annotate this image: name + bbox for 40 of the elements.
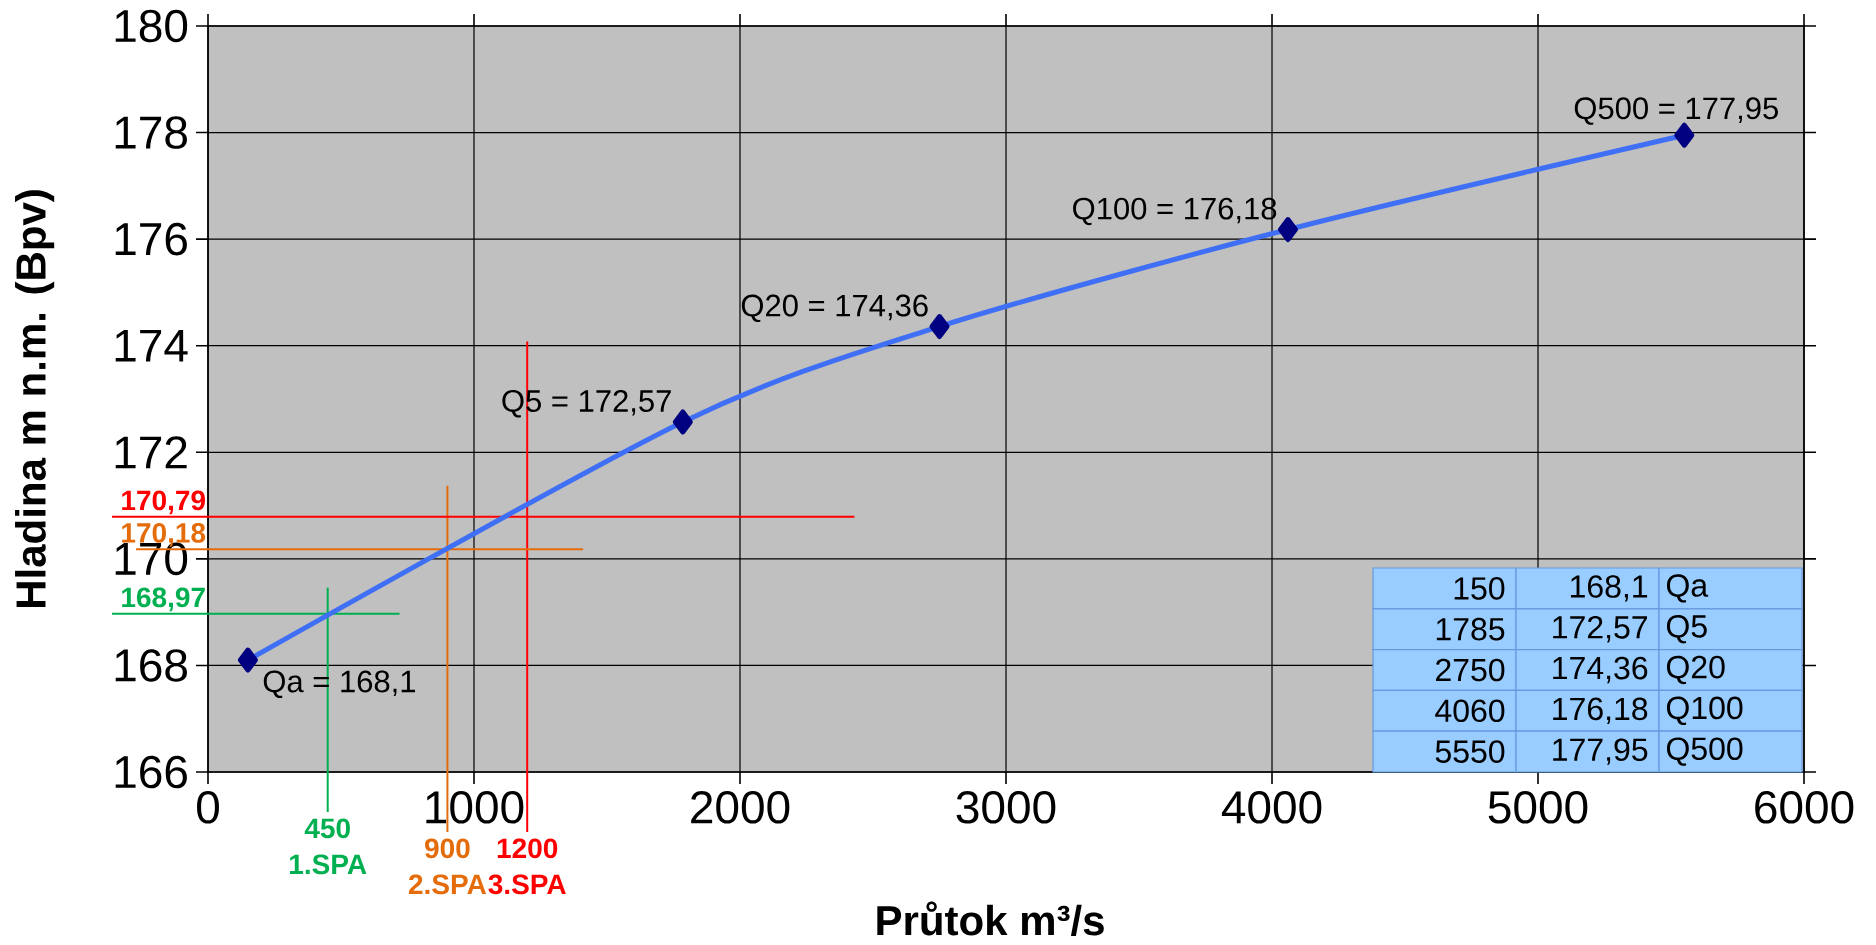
annotation: 174,36: [1553, 656, 1648, 684]
annotation: 177,95: [1553, 738, 1648, 765]
y-tick-label: 168: [115, 649, 187, 682]
x-tick-label: 2000: [691, 791, 790, 824]
x-tick-label: 4000: [1221, 791, 1322, 824]
y-tick-label: 176: [115, 222, 187, 256]
annotation: 168,1: [1570, 575, 1648, 602]
x-tick-label: 6000: [1755, 791, 1854, 824]
annotation: Q20: [1666, 655, 1725, 685]
annotation: 5550: [1435, 740, 1505, 763]
annotation: Q20 = 174,36: [741, 294, 928, 323]
y-tick-label: 178: [115, 116, 187, 149]
y-tick-label: 172: [115, 436, 187, 469]
annotation: Qa: [1666, 574, 1709, 603]
annotation: Q500 = 177,95: [1574, 97, 1778, 125]
ref-line-label: 168,97: [122, 587, 205, 612]
ref-line-label: 170,79: [122, 490, 205, 515]
text: 3.SPA: [488, 874, 566, 895]
annotation: 150: [1454, 577, 1505, 600]
ref-line-label: 900: [425, 838, 470, 859]
y-axis-title: Hladina m n.m. (Bpv): [15, 190, 55, 607]
annotation: Q100: [1666, 696, 1743, 726]
annotation: 172,57: [1553, 615, 1647, 643]
annotation: Q5: [1666, 615, 1707, 644]
ref-line-label: 1200: [497, 838, 558, 859]
annotation: 2750: [1436, 658, 1505, 682]
annotation: 176,18: [1553, 697, 1648, 725]
annotation: Q500: [1666, 737, 1743, 766]
x-axis-title: Průtok m³/s: [877, 901, 1104, 936]
ref-line-label: 450: [304, 818, 350, 839]
y-tick-label: 174: [115, 329, 188, 362]
x-tick-label: 5000: [1488, 791, 1588, 824]
annotation: 1785: [1436, 617, 1505, 641]
text: 1.SPA: [290, 854, 367, 875]
x-tick-label: 0: [197, 791, 219, 824]
annotation: 4060: [1435, 699, 1505, 723]
x-tick-label: 3000: [956, 791, 1056, 824]
y-tick-label: 180: [115, 9, 188, 43]
y-tick-label: 166: [115, 755, 187, 789]
text: 2.SPA: [408, 874, 487, 895]
